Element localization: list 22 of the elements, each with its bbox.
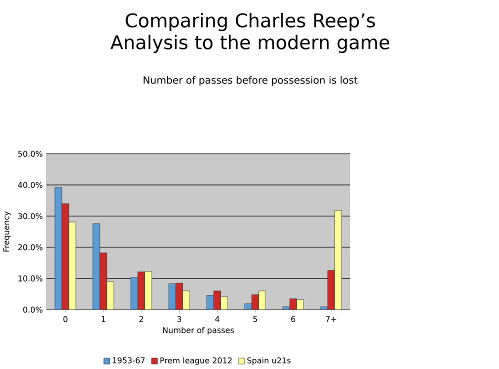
bar [290, 298, 297, 310]
bar [220, 296, 228, 310]
chart-subtitle: Number of passes before possession is lost [144, 76, 358, 86]
bar [168, 284, 176, 310]
bar [130, 277, 138, 310]
bar [144, 271, 152, 310]
bar [138, 272, 146, 310]
bar [68, 222, 76, 310]
chart-title: Comparing Charles Reep’s Analysis to the modern game [110, 12, 390, 54]
bar [106, 281, 114, 310]
bar [54, 187, 62, 310]
bar [214, 290, 221, 310]
bar [327, 270, 335, 310]
bar [92, 223, 100, 310]
bar [176, 283, 183, 310]
bar [100, 252, 108, 310]
bar [252, 294, 259, 310]
bar [334, 210, 342, 310]
bar [258, 290, 266, 310]
bar [182, 290, 190, 310]
bar [206, 295, 214, 310]
bar [62, 204, 70, 310]
